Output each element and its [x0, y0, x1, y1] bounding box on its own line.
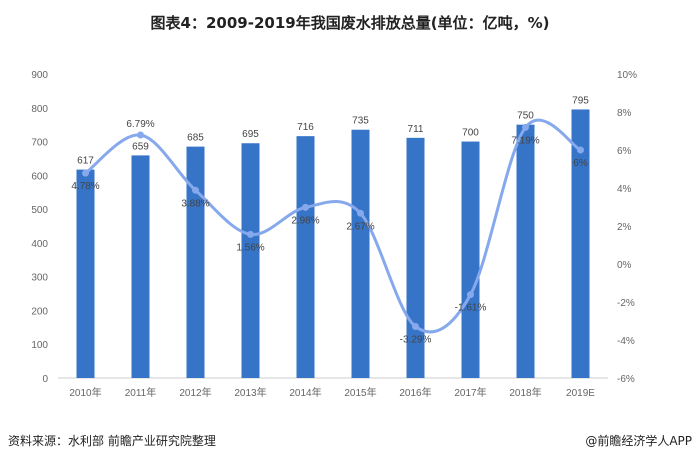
x-tick: 2019E: [566, 388, 595, 399]
bar: [241, 143, 260, 378]
left-tick: 100: [31, 340, 48, 351]
line-label: 6.79%: [126, 119, 154, 130]
right-tick: 10%: [617, 70, 637, 81]
bar-label: 659: [132, 141, 149, 152]
bar: [406, 137, 425, 378]
line-point: [192, 186, 199, 194]
x-tick: 2011年: [125, 386, 157, 399]
growth-line: [84, 118, 582, 334]
line-point: [82, 169, 89, 177]
x-tick: 2012年: [179, 386, 211, 399]
bar-label: 685: [187, 133, 204, 144]
line-point: [412, 323, 419, 331]
bar-label: 795: [572, 95, 589, 106]
x-tick: 2018年: [509, 386, 541, 399]
line-label: 6%: [573, 158, 588, 169]
left-tick: 900: [31, 70, 48, 81]
bar-label: 735: [352, 116, 369, 127]
line-point: [247, 230, 254, 238]
x-tick: 2013年: [234, 386, 266, 399]
bar: [516, 124, 535, 379]
right-tick: 6%: [617, 146, 632, 157]
left-tick: 600: [31, 171, 48, 182]
x-tick: 2014年: [289, 386, 321, 399]
right-tick: 4%: [617, 184, 632, 195]
left-tick: 800: [31, 104, 48, 115]
bar: [461, 141, 480, 378]
line-label: 3.88%: [181, 198, 209, 209]
line-point: [467, 291, 474, 299]
left-tick: 0: [42, 374, 48, 385]
bar: [351, 129, 370, 378]
left-tick: 500: [31, 205, 48, 216]
right-tick: -2%: [617, 298, 635, 309]
line-label: 7.19%: [511, 135, 539, 146]
left-tick: 400: [31, 239, 48, 250]
line-point: [357, 209, 364, 217]
bar: [76, 169, 95, 378]
left-tick: 700: [31, 138, 48, 149]
bar: [131, 155, 150, 378]
chart-title: 图表4：2009-2019年我国废水排放总量(单位：亿吨，%): [150, 14, 550, 32]
source-note: 资料来源：水利部 前瞻产业研究院整理: [8, 434, 216, 448]
line-point: [577, 146, 584, 154]
x-tick: 2015年: [344, 386, 376, 399]
right-tick: -6%: [617, 374, 635, 385]
line-point: [522, 123, 529, 131]
bar: [296, 136, 315, 378]
x-tick: 2016年: [399, 386, 431, 399]
bar-label: 711: [408, 124, 424, 135]
bar: [186, 146, 205, 378]
bar: [571, 109, 590, 378]
bar-label: 716: [297, 122, 314, 133]
line-label: -1.61%: [455, 303, 487, 314]
line-label: 2.67%: [346, 221, 374, 232]
line-label: -3.29%: [400, 335, 432, 346]
x-tick: 2010年: [69, 386, 101, 399]
left-tick: 200: [31, 306, 48, 317]
right-tick: -4%: [617, 336, 635, 347]
left-tick: 300: [31, 273, 48, 284]
bar-label: 700: [462, 128, 479, 139]
line-point: [302, 203, 309, 211]
right-tick: 2%: [617, 222, 632, 233]
brand-label: @前瞻经济学人APP: [585, 434, 692, 448]
right-tick: 0%: [617, 260, 632, 271]
line-label: 4.78%: [71, 181, 99, 192]
bar-label: 695: [242, 129, 259, 140]
right-tick: 8%: [617, 108, 632, 119]
line-label: 1.56%: [236, 242, 264, 253]
bar-label: 750: [517, 111, 534, 122]
x-tick: 2017年: [454, 386, 486, 399]
line-point: [137, 131, 144, 139]
line-label: 2.98%: [291, 215, 319, 226]
bar-label: 617: [77, 156, 94, 167]
